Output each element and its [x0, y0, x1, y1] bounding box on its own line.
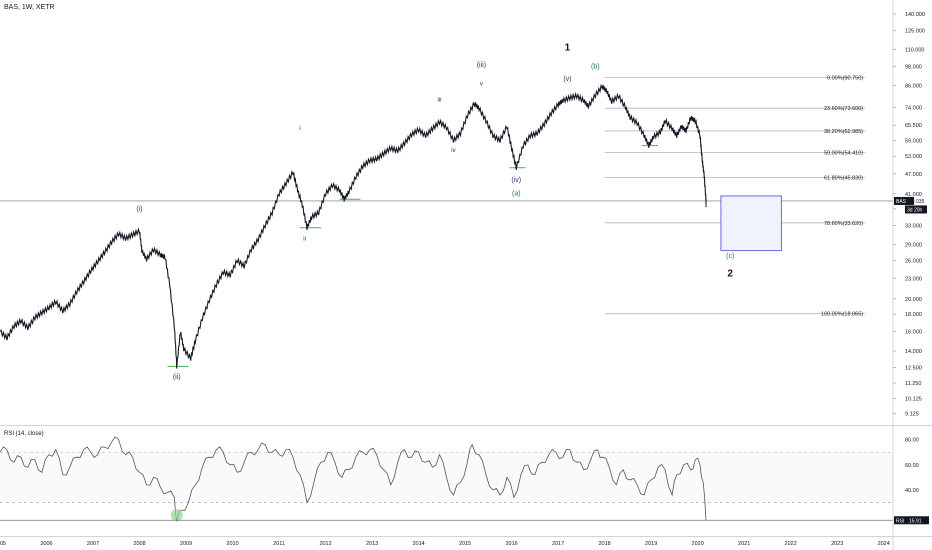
year-tick-label: 2013 — [366, 541, 378, 547]
rsi-line — [0, 436, 707, 522]
wave-low-markers — [167, 145, 659, 367]
price-tick-label: 41.000 — [905, 192, 922, 198]
rsi-tick-label: 40.00 — [905, 488, 919, 494]
price-tick-label: 110.000 — [905, 47, 924, 53]
year-tick-label: 2014 — [412, 541, 424, 547]
year-tick-label: 2015 — [459, 541, 471, 547]
countdown-tag — [905, 205, 927, 214]
wave-label: (iii) — [477, 62, 486, 69]
bar-countdown: 3d 20h — [907, 207, 923, 213]
wave-label: (iv) — [511, 177, 521, 184]
wave-label: 1 — [565, 43, 571, 54]
wave-label: (a) — [512, 191, 521, 198]
price-tick-label: 12.500 — [905, 366, 922, 372]
year-tick-label: 2024 — [878, 541, 890, 547]
fib-level-label: 50.00%(54.410) — [824, 150, 863, 156]
wave-label: 2 — [727, 268, 733, 279]
year-tick-label: 2009 — [180, 541, 192, 547]
price-tick-label: 98.000 — [905, 64, 922, 70]
rsi-tick-label: 80.00 — [905, 438, 919, 444]
year-tick-label: 2023 — [831, 541, 843, 547]
price-tick-label: 11.250 — [905, 381, 921, 387]
target-box-rect — [720, 195, 782, 252]
fib-level-label: 100.00%(18.065) — [821, 312, 863, 318]
price-tick-label: 14.000 — [905, 349, 922, 355]
wave-label: ii — [303, 236, 306, 242]
wave-label: iii — [438, 98, 442, 104]
year-tick-label: 2005 — [0, 541, 6, 547]
year-tick-label: 2016 — [505, 541, 517, 547]
price-tick-label: 125.000 — [905, 29, 925, 35]
price-line — [0, 83, 707, 369]
price-tick-label: 16.000 — [905, 329, 922, 335]
rsi-last-tag — [894, 516, 929, 525]
wave-label: v — [480, 81, 483, 87]
wave-label: (i) — [136, 206, 142, 213]
price-tick-label: 26.000 — [905, 258, 922, 264]
wave-label: i — [299, 126, 300, 132]
year-tick-label: 2012 — [319, 541, 331, 547]
price-tick-label: 59.000 — [905, 139, 922, 145]
last-price-value: 39.035 — [909, 199, 925, 205]
wave-label: (b) — [591, 64, 600, 71]
fibonacci-retracement[interactable]: 0.00%(90.750) 23.60%(73.600) 38.20%(62.985… — [604, 76, 866, 318]
rsi-oversold-highlight — [170, 509, 183, 522]
year-tick-label: 2021 — [738, 541, 750, 547]
rsi-tick-label: 60.00 — [905, 463, 919, 469]
fib-level-label: 61.80%(45.830) — [824, 175, 863, 181]
price-tick-label: 9.125 — [905, 412, 919, 418]
price-tick-label: 33.000 — [905, 224, 922, 230]
price-tick-label: 74.000 — [905, 105, 922, 111]
fib-level-label: 23.60%(73.600) — [824, 106, 863, 112]
last-price-symbol: BAS — [896, 199, 907, 205]
fib-level-label: 78.60%(33.620) — [824, 221, 863, 227]
year-tick-label: 2022 — [785, 541, 797, 547]
year-tick-label: 2011 — [273, 541, 285, 547]
price-tick-label: 86.000 — [905, 83, 922, 89]
last-price-symbol-tag — [894, 196, 914, 205]
year-tick-label: 2019 — [645, 541, 657, 547]
target-zone-box[interactable] — [720, 195, 782, 252]
wave-label: (v) — [563, 76, 571, 83]
symbol-title: BAS, 1W, XETR — [4, 4, 55, 11]
rsi-pane[interactable]: 80.00 60.00 40.00 RSI 15.91 — [0, 436, 929, 525]
price-tick-label: 53.000 — [905, 154, 922, 160]
rsi-last-value: 15.91 — [909, 518, 922, 524]
price-tick-label: 18.000 — [905, 312, 922, 318]
year-tick-label: 2017 — [552, 541, 564, 547]
wave-label: iv — [451, 148, 455, 154]
year-tick-label: 2010 — [226, 541, 238, 547]
year-tick-label: 2008 — [133, 541, 145, 547]
wave-label: (c) — [726, 253, 734, 260]
price-tick-label: 140.000 — [905, 12, 925, 18]
price-tick-label: 29.000 — [905, 242, 922, 248]
price-series — [0, 83, 707, 369]
year-tick-label: 2006 — [40, 541, 52, 547]
rsi-last-label: RSI — [896, 518, 904, 524]
year-tick-label: 2007 — [87, 541, 99, 547]
price-tick-label: 20.000 — [905, 297, 922, 303]
year-tick-label: 2020 — [692, 541, 704, 547]
price-tick-label: 23.000 — [905, 276, 922, 282]
fib-level-label: 38.20%(62.985) — [824, 129, 863, 135]
fib-level-label: 0.00%(90.750) — [827, 76, 863, 82]
price-tick-label: 47.000 — [905, 172, 922, 178]
wave-label: (ii) — [173, 374, 181, 381]
price-tick-label: 65.500 — [905, 123, 922, 129]
price-tick-label: 10.125 — [905, 396, 922, 402]
rsi-title: RSI (14, close) — [4, 431, 44, 437]
year-tick-label: 2018 — [599, 541, 611, 547]
